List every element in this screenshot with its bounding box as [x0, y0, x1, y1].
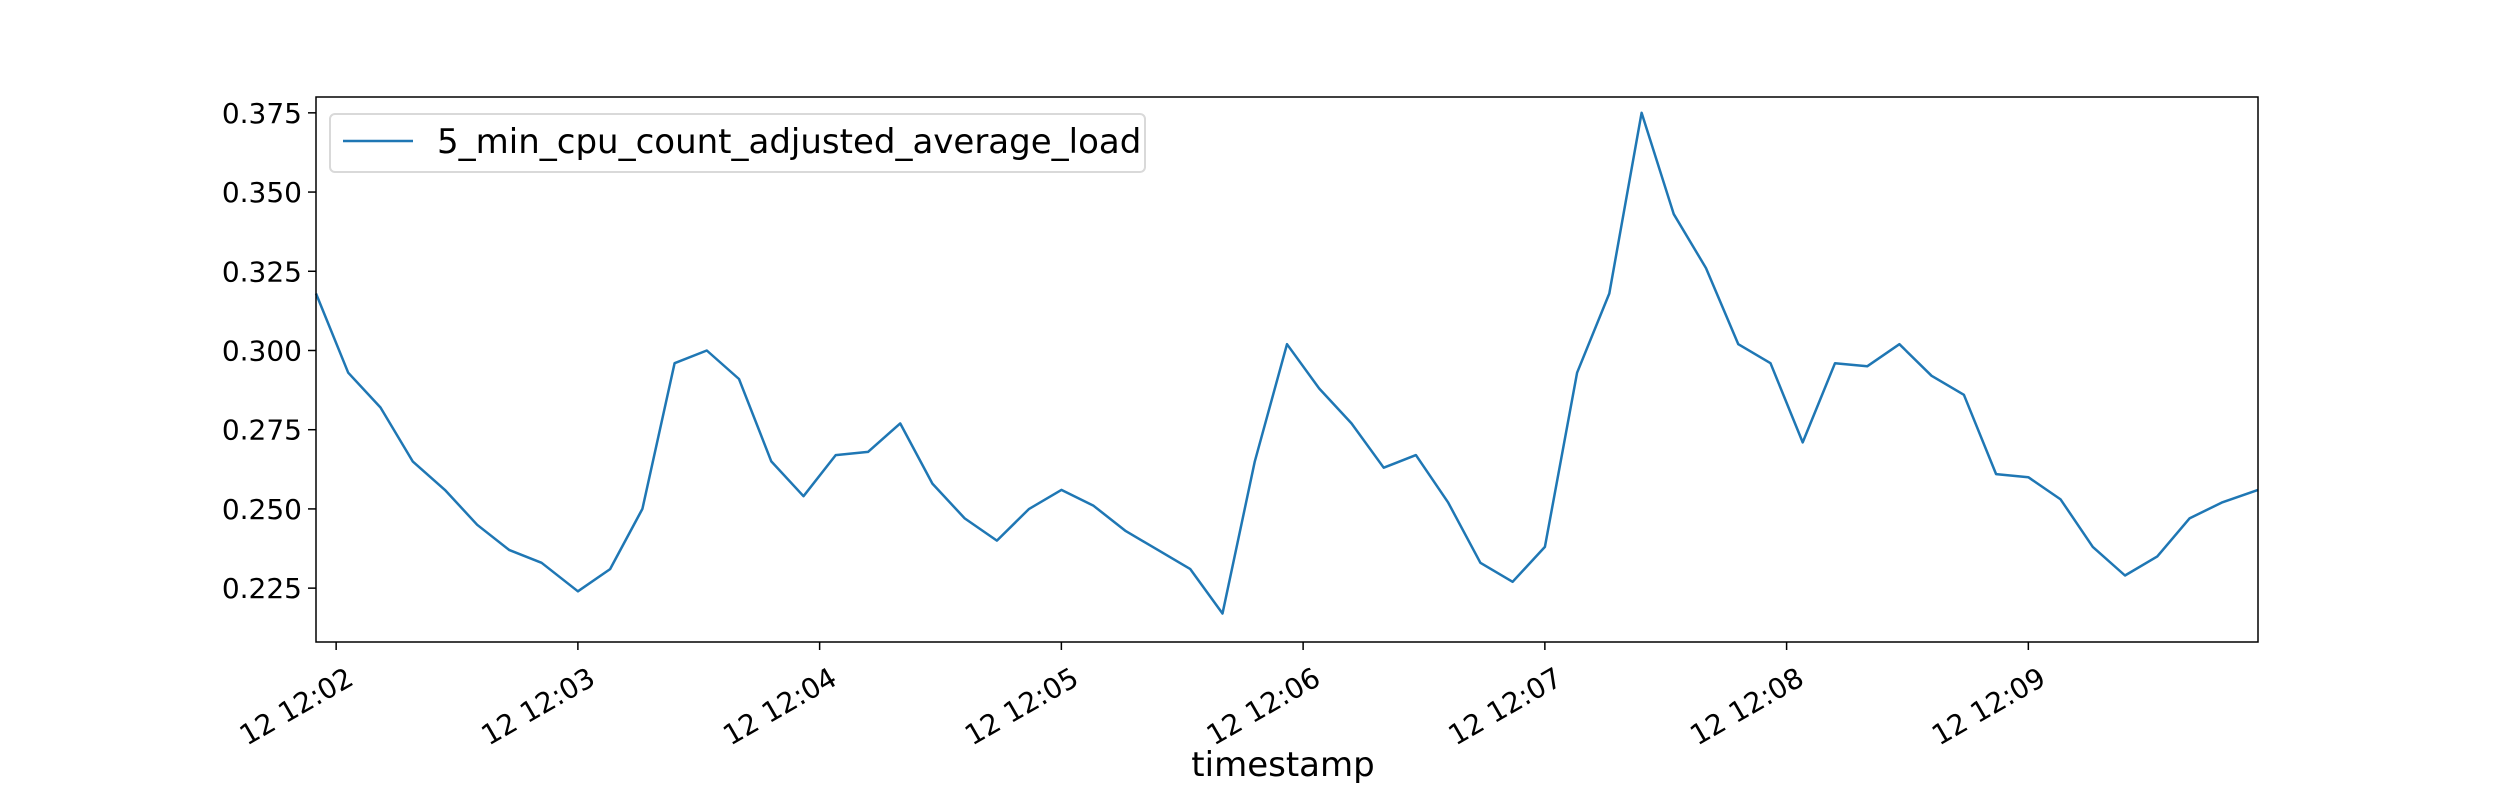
legend-entry-label: 5_min_cpu_count_adjusted_average_load	[437, 122, 1141, 162]
series-line-0	[314, 111, 2259, 615]
legend-box	[329, 113, 1146, 173]
y-tick-label: 0.275	[222, 414, 302, 447]
y-tick-label: 0.350	[222, 176, 302, 209]
plot-frame	[315, 96, 2259, 643]
y-tick-label: 0.300	[222, 334, 302, 367]
y-axis: 0.225 0.250 0.275 0.300 0.325 0.350 0.375	[222, 97, 316, 605]
y-tick-label: 0.225	[222, 572, 302, 605]
y-tick-label: 0.325	[222, 255, 302, 288]
plot-area	[314, 111, 2259, 615]
y-tick-label: 0.375	[222, 97, 302, 130]
legend: 5_min_cpu_count_adjusted_average_load	[329, 113, 1146, 173]
y-tick-label: 0.250	[222, 493, 302, 526]
x-axis-label: timestamp	[1191, 745, 1374, 785]
